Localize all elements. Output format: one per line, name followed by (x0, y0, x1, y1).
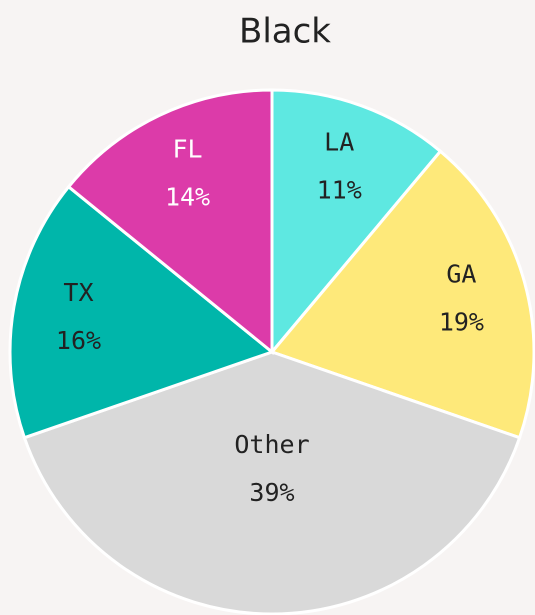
pie-slice (8, 184, 276, 440)
pie-slice (269, 149, 535, 440)
slice-label: Other (234, 430, 309, 459)
chart-title: Black (239, 12, 331, 52)
slice-value-label: 39% (249, 478, 294, 507)
pie-slice (22, 350, 522, 615)
slice-label: GA (446, 260, 476, 289)
slice-label: LA (324, 127, 354, 156)
slice-value-label: 16% (56, 326, 101, 355)
slice-value-label: 19% (439, 308, 484, 337)
slice-value-label: 11% (317, 175, 362, 204)
pie-slice (270, 88, 443, 357)
slice-label: FL (172, 135, 202, 164)
pie-slice (66, 88, 274, 356)
slice-value-label: 14% (165, 183, 210, 212)
slice-label: TX (63, 278, 93, 307)
